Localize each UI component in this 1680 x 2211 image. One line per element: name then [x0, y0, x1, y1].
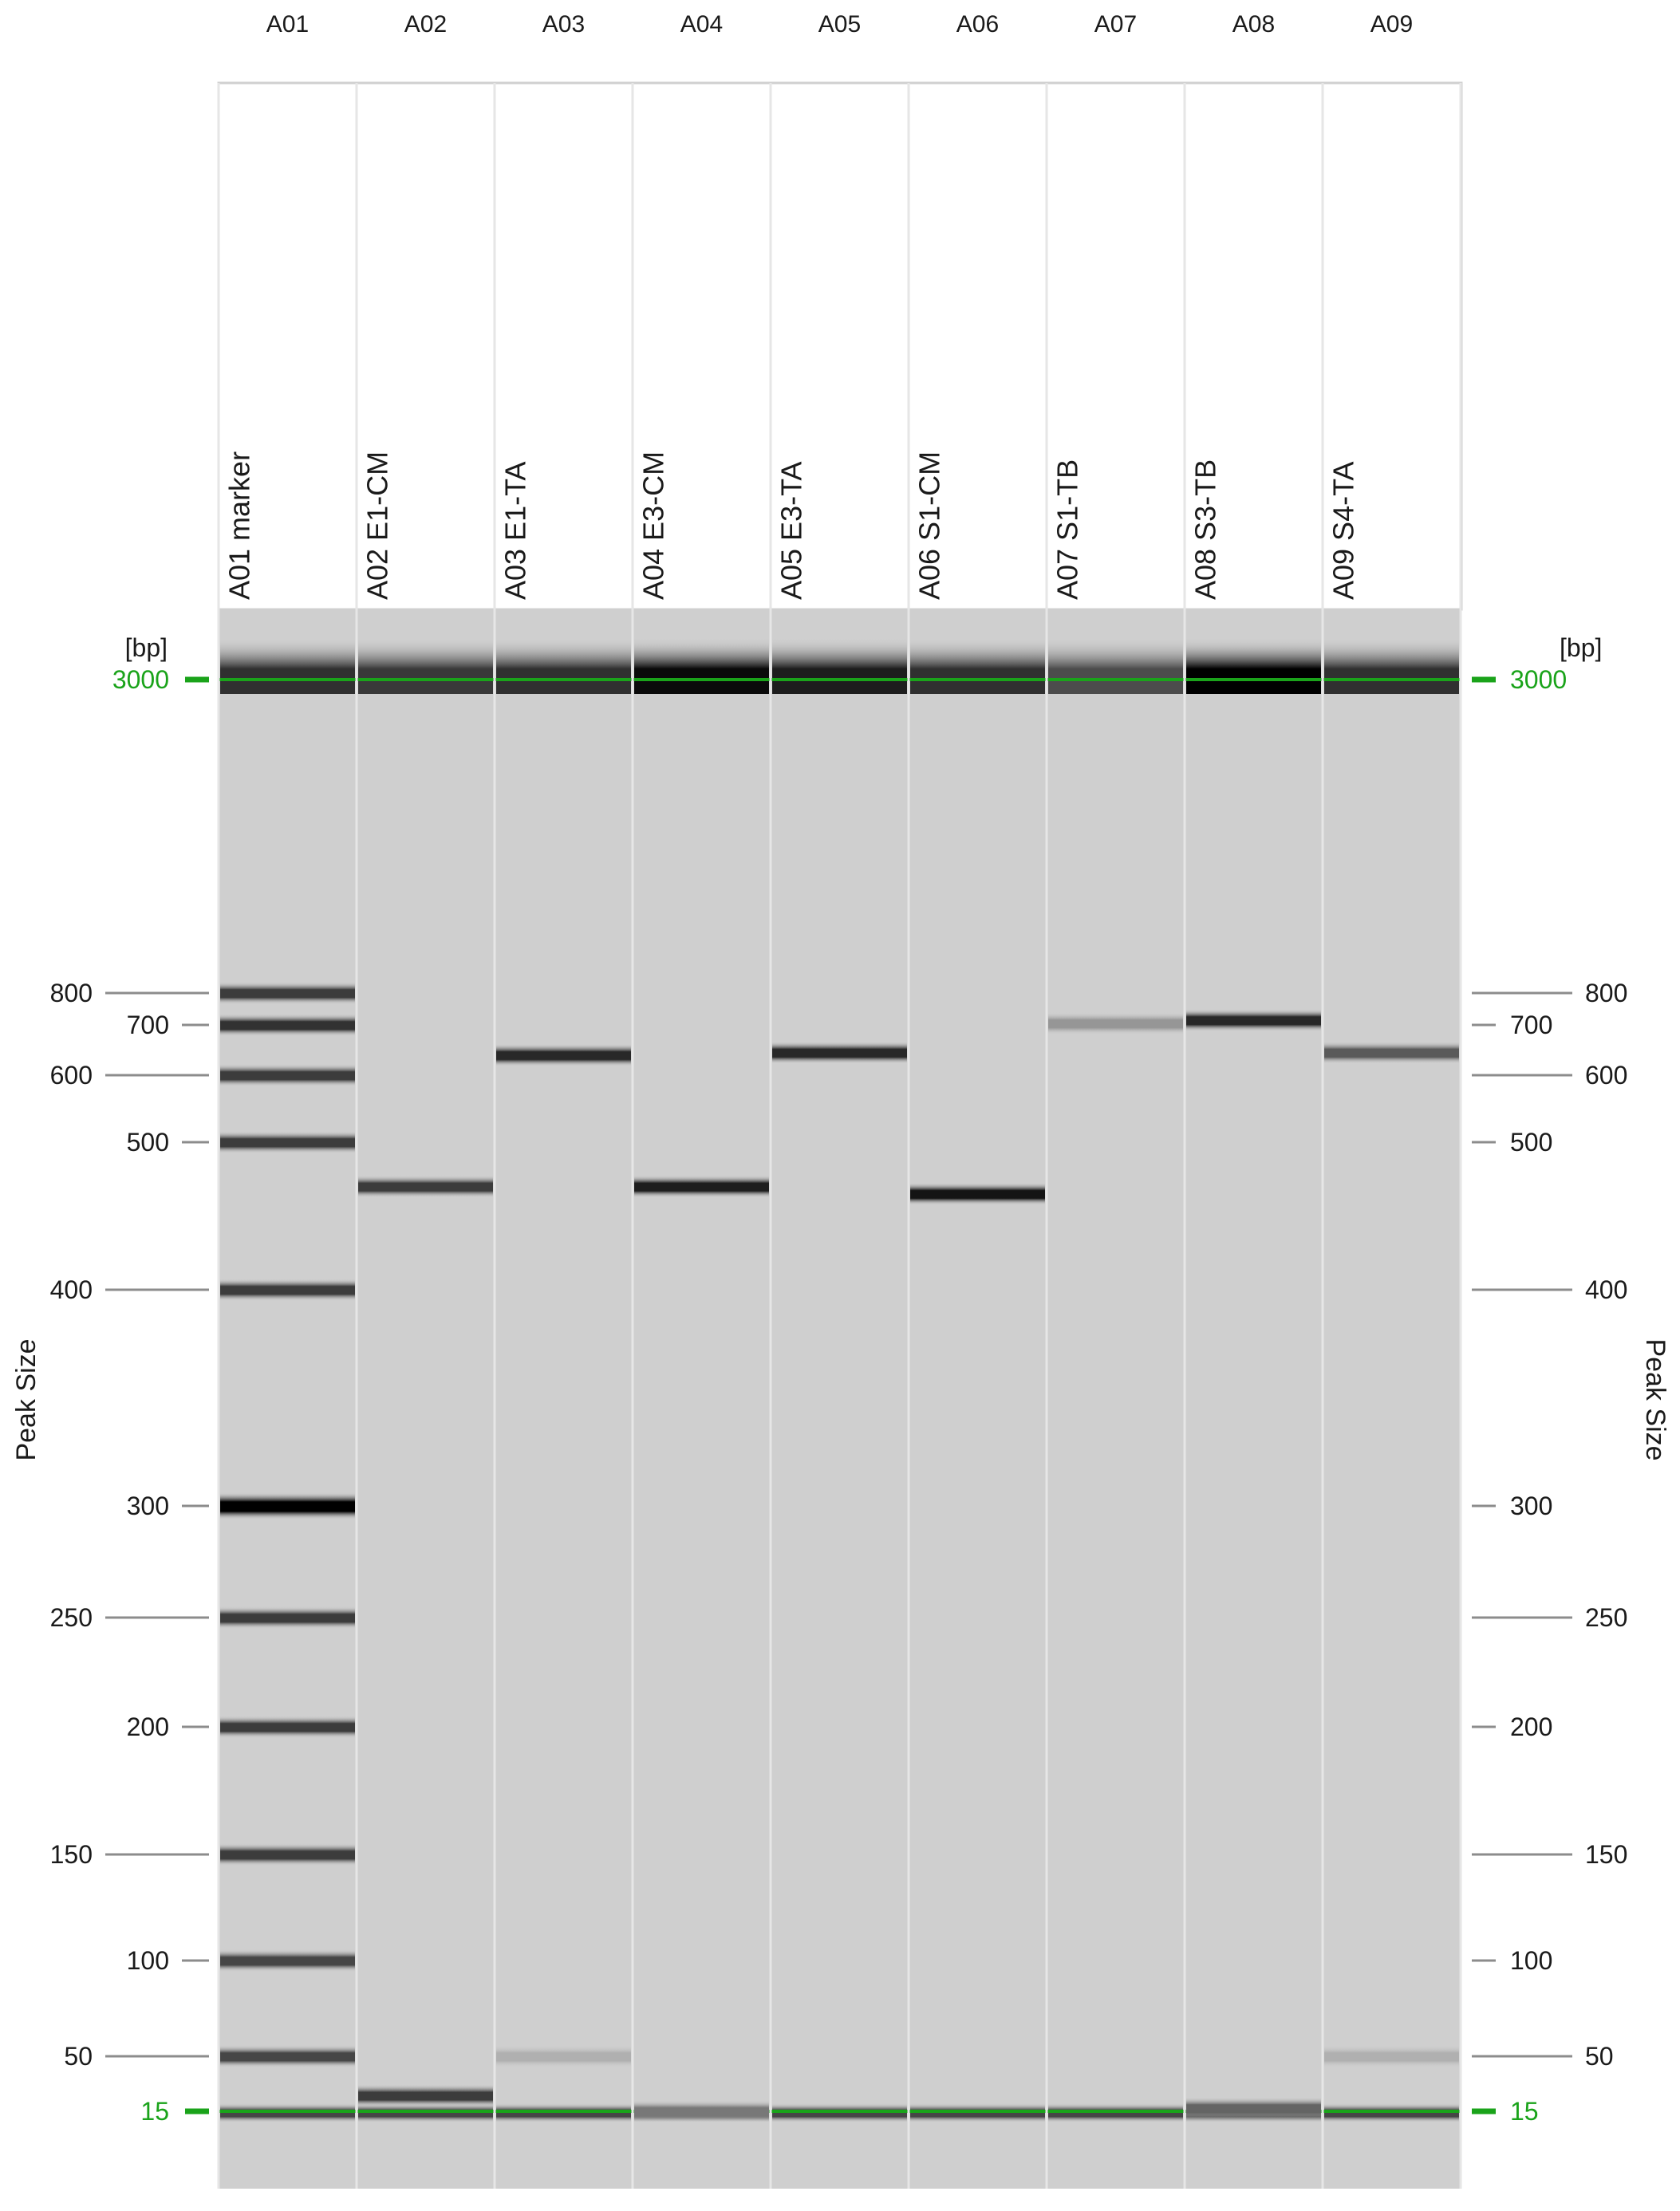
band-a01-800bp — [220, 982, 355, 1004]
band-a07-705bp — [1048, 1012, 1183, 1035]
lane-id-a05: A05 — [818, 11, 861, 37]
lane-id-a06: A06 — [956, 11, 999, 37]
left-tick-label-100: 100 — [127, 1946, 169, 1975]
lane-a05 — [771, 609, 909, 2189]
left-tick-label-500: 500 — [127, 1128, 169, 1157]
lane-header-panel — [217, 81, 1463, 611]
left-tick-label-600: 600 — [50, 1061, 93, 1090]
lane-id-a03: A03 — [542, 11, 585, 37]
left-tick-label-200: 200 — [127, 1712, 169, 1741]
lane-label-a06: A06 S1-CM — [913, 451, 946, 600]
right-tick-label-500: 500 — [1510, 1128, 1552, 1157]
upper-marker-smear-a02 — [358, 638, 493, 694]
band-a01-400bp — [220, 1279, 355, 1301]
band-a08-17bp — [1186, 2097, 1321, 2120]
band-a01-250bp — [220, 1606, 355, 1629]
band-a04-15bp — [634, 2100, 769, 2122]
lane-label-a09: A09 S4-TA — [1327, 462, 1360, 600]
band-a04-470bp — [634, 1175, 769, 1198]
lane-label-a04: A04 E3-CM — [637, 451, 670, 600]
left-axis-title: Peak Size — [11, 1338, 41, 1460]
upper-marker-smear-a09 — [1324, 638, 1459, 694]
upper-marker-smear-a01 — [220, 638, 355, 694]
band-a02-25bp — [358, 2084, 493, 2107]
right-tick-label-50: 50 — [1585, 2042, 1614, 2071]
band-a03-50bp — [496, 2045, 631, 2067]
lane-label-a08: A08 S3-TB — [1189, 459, 1222, 600]
band-a01-100bp — [220, 1949, 355, 1972]
band-a01-300bp — [220, 1492, 355, 1519]
lane-id-a07: A07 — [1094, 11, 1137, 37]
left-tick-label-15: 15 — [140, 2097, 169, 2126]
upper-marker-smear-a05 — [772, 638, 907, 694]
right-tick-label-15: 15 — [1510, 2097, 1539, 2126]
left-tick-label-700: 700 — [127, 1011, 169, 1039]
band-a02-470bp — [358, 1175, 493, 1198]
band-a05-645bp — [772, 1041, 907, 1064]
band-a01-600bp — [220, 1064, 355, 1086]
band-a06-465bp — [910, 1182, 1045, 1205]
upper-marker-smear-a08 — [1186, 638, 1321, 694]
left-tick-label-250: 250 — [50, 1603, 93, 1632]
left-tick-label-400: 400 — [50, 1275, 93, 1304]
lane-a07 — [1047, 609, 1185, 2189]
lane-id-a02: A02 — [404, 11, 447, 37]
lane-label-a02: A02 E1-CM — [361, 451, 394, 600]
right-tick-label-3000: 3000 — [1510, 665, 1567, 694]
lane-a02 — [357, 609, 495, 2189]
left-tick-label-150: 150 — [50, 1840, 93, 1869]
lanes-layer — [219, 609, 1461, 2189]
band-a01-500bp — [220, 1131, 355, 1153]
lane-a04 — [633, 609, 771, 2189]
lane-id-a04: A04 — [680, 11, 723, 37]
left-unit-label: [bp] — [125, 633, 168, 662]
upper-marker-smear-a06 — [910, 638, 1045, 694]
lane-label-a05: A05 E3-TA — [775, 462, 808, 600]
lane-label-a01: A01 marker — [223, 451, 256, 600]
right-tick-label-300: 300 — [1510, 1492, 1552, 1520]
lane-dividers — [217, 83, 1462, 2189]
lane-label-a07: A07 S1-TB — [1051, 459, 1084, 600]
left-tick-label-300: 300 — [127, 1492, 169, 1520]
right-tick-label-250: 250 — [1585, 1603, 1627, 1632]
band-a01-150bp — [220, 1843, 355, 1866]
upper-marker-smear-a07 — [1048, 638, 1183, 694]
band-a01-700bp — [220, 1014, 355, 1036]
upper-marker-smear-a03 — [496, 638, 631, 694]
lane-a01 — [219, 609, 357, 2189]
right-tick-label-100: 100 — [1510, 1946, 1552, 1975]
axis-ticks: 3000 3000 15 15 800 800 700 700 600 600 500 500 400 4… — [50, 665, 1628, 2126]
lane-id-a01: A01 — [266, 11, 309, 37]
band-a09-645bp — [1324, 1041, 1459, 1064]
lane-a06 — [909, 609, 1047, 2189]
left-tick-label-50: 50 — [64, 2042, 93, 2071]
lane-a08 — [1185, 609, 1323, 2189]
left-tick-label-3000: 3000 — [112, 665, 169, 694]
band-a08-715bp — [1186, 1009, 1321, 1031]
right-tick-label-200: 200 — [1510, 1712, 1552, 1741]
right-tick-label-800: 800 — [1585, 979, 1627, 1007]
right-tick-label-150: 150 — [1585, 1840, 1627, 1869]
upper-marker-smear-a04 — [634, 638, 769, 694]
lane-id-a09: A09 — [1370, 11, 1413, 37]
band-a01-200bp — [220, 1716, 355, 1738]
right-unit-label: [bp] — [1560, 633, 1602, 662]
right-axis-title: Peak Size — [1640, 1338, 1670, 1460]
right-tick-label-600: 600 — [1585, 1061, 1627, 1090]
lane-a09 — [1323, 609, 1461, 2189]
band-a03-640bp — [496, 1043, 631, 1066]
right-tick-label-700: 700 — [1510, 1011, 1552, 1039]
lane-id-a08: A08 — [1232, 11, 1275, 37]
right-tick-label-400: 400 — [1585, 1275, 1627, 1304]
band-a01-50bp — [220, 2045, 355, 2067]
lane-label-a03: A03 E1-TA — [499, 462, 532, 600]
left-tick-label-800: 800 — [50, 979, 93, 1007]
lane-a03 — [495, 609, 633, 2189]
band-a09-50bp — [1324, 2045, 1459, 2067]
